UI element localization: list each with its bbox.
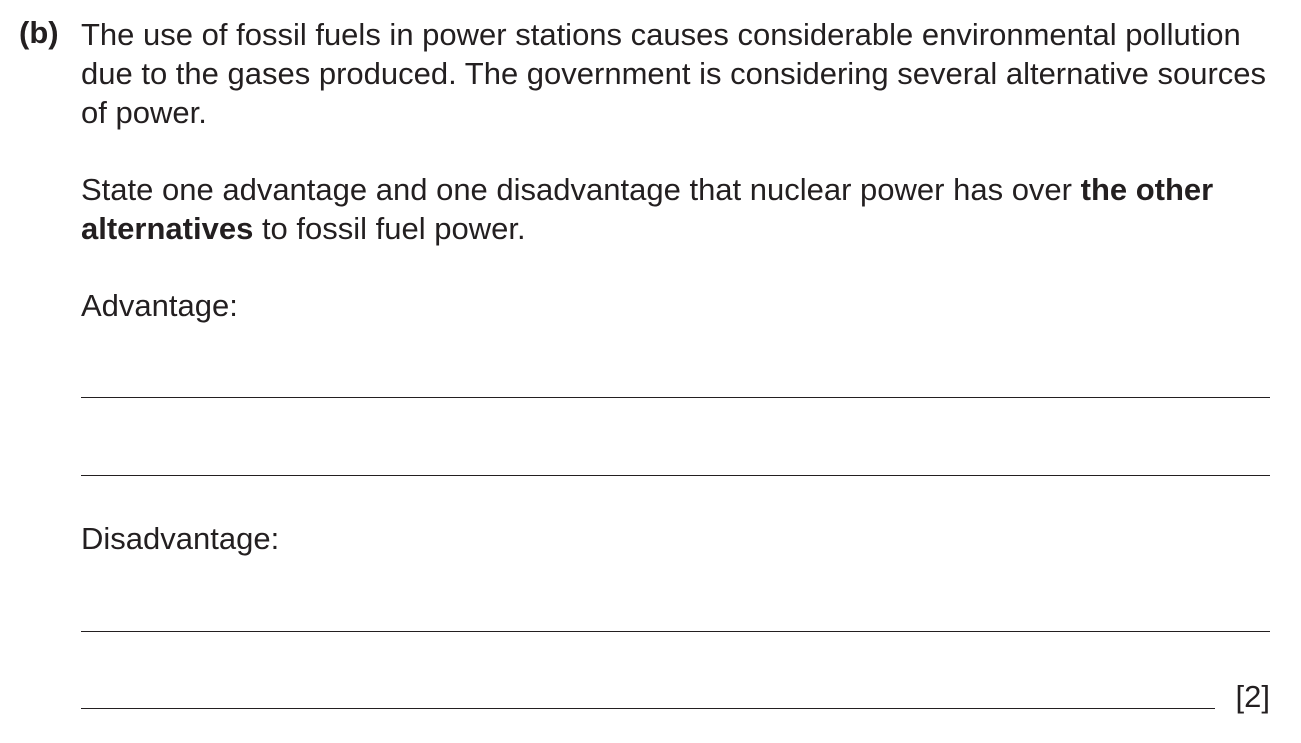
- marks-indicator: [2]: [1235, 679, 1270, 714]
- instruction-text-end: to fossil fuel power.: [253, 211, 526, 246]
- advantage-label: Advantage:: [81, 288, 238, 323]
- disadvantage-answer-line-1[interactable]: [81, 631, 1270, 632]
- instruction-emphasis: the other alternatives: [81, 172, 1214, 246]
- disadvantage-label: Disadvantage:: [81, 521, 280, 556]
- question-label: (b): [19, 15, 59, 50]
- instruction-text-start: State one advantage and one disadvantage…: [81, 172, 1081, 207]
- advantage-answer-line-1[interactable]: [81, 397, 1270, 398]
- disadvantage-answer-line-2[interactable]: [81, 708, 1215, 709]
- question-intro: The use of fossil fuels in power station…: [81, 17, 1267, 130]
- question-instruction: State one advantage and one disadvantage…: [81, 170, 1271, 248]
- advantage-answer-line-2[interactable]: [81, 475, 1270, 476]
